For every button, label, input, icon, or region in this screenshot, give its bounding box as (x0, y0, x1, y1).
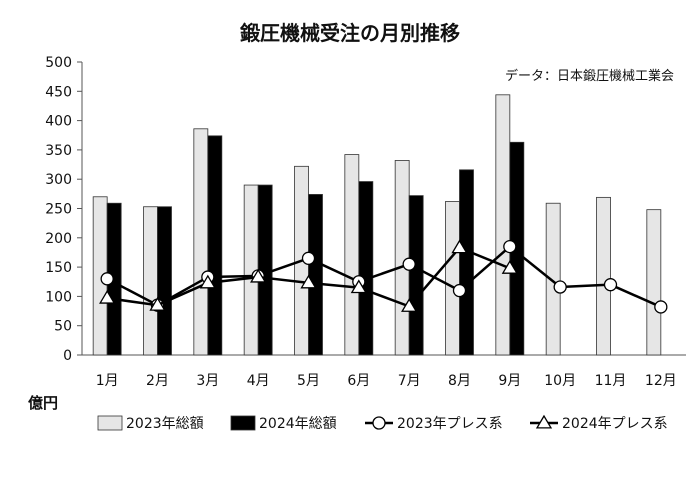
y-tick-label: 300 (45, 172, 72, 188)
bar-2023 (445, 201, 460, 356)
y-tick-label: 500 (45, 55, 72, 71)
y-tick-label: 100 (45, 289, 72, 305)
legend: 2023年総額 2024年総額 2023年プレス系 2024年プレス系 (97, 414, 668, 432)
y-tick-label: 400 (45, 114, 72, 130)
x-tick-label: 11月 (595, 373, 627, 389)
bar-2023 (193, 128, 209, 356)
y-tick-label: 0 (63, 348, 72, 364)
bar-2023 (646, 209, 662, 356)
bar-2024 (157, 206, 172, 356)
point-circle-2023 (100, 272, 114, 286)
y-tick-label: 50 (54, 319, 72, 335)
legend-swatch-bar-2024 (230, 415, 256, 431)
point-circle-2023 (503, 239, 517, 254)
bar-2024 (459, 169, 474, 356)
y-tick-label: 350 (45, 143, 72, 159)
plot-area: 0 50 100 150 200 250 300 350 400 450 500 1月 2月 3月 4月 5月… (45, 55, 686, 389)
bar-2023 (545, 202, 561, 356)
x-tick-label: 2月 (146, 373, 169, 389)
point-triangle-2024 (501, 259, 518, 274)
y-tick-label: 450 (45, 84, 72, 100)
point-triangle-2024 (350, 279, 367, 294)
bar-2024 (408, 195, 424, 356)
legend-marker-triangle (535, 414, 553, 429)
chart-title: 鍛圧機械受注の月別推移 (240, 21, 460, 45)
x-tick-label: 1月 (96, 373, 119, 389)
bar-2023 (596, 196, 611, 356)
legend-label-press-2024: 2024年プレス系 (562, 416, 668, 432)
bar-2023 (143, 206, 158, 356)
y-tick-label: 200 (45, 231, 72, 247)
y-tick-label: 250 (45, 202, 72, 218)
x-tick-label: 3月 (196, 373, 219, 389)
point-triangle-2024 (300, 274, 317, 289)
x-tick-label: 10月 (544, 373, 576, 389)
bar-2024 (358, 181, 374, 356)
y-axis-unit-label: 億円 (28, 394, 58, 412)
x-tick-label: 12月 (645, 373, 677, 389)
bar-2023 (394, 160, 410, 356)
x-tick-label: 9月 (498, 373, 521, 389)
bar-2023 (495, 94, 511, 356)
point-circle-2023 (452, 283, 467, 298)
point-circle-2023 (654, 300, 668, 314)
point-triangle-2024 (250, 268, 267, 283)
bar-2023 (344, 154, 360, 356)
point-triangle-2024 (401, 298, 418, 312)
point-triangle-2024 (99, 289, 116, 304)
point-circle-2023 (603, 278, 618, 292)
point-circle-2023 (402, 257, 416, 271)
point-triangle-2024 (451, 239, 468, 254)
legend-label-total-2024: 2024年総額 (259, 416, 337, 432)
legend-marker-circle (372, 416, 386, 430)
x-tick-label: 7月 (398, 373, 421, 389)
y-tick-label: 150 (45, 260, 72, 276)
point-circle-2023 (301, 251, 316, 265)
bar-2024 (207, 135, 223, 356)
point-circle-2023 (553, 280, 567, 294)
source-note: データ：日本鍛圧機械工業会 (505, 68, 674, 84)
legend-label-total-2023: 2023年総額 (126, 416, 204, 432)
legend-swatch-bar-2023 (97, 415, 123, 431)
x-tick-label: 5月 (297, 373, 320, 389)
bar-2024 (308, 194, 323, 356)
point-triangle-2024 (199, 274, 216, 289)
series-line-2023 (106, 245, 662, 309)
point-triangle-2024 (149, 296, 166, 311)
x-tick-label: 4月 (247, 373, 270, 389)
x-tick-label: 6月 (347, 373, 370, 389)
x-tick-label: 8月 (448, 373, 471, 389)
legend-label-press-2023: 2023年プレス系 (397, 416, 503, 432)
